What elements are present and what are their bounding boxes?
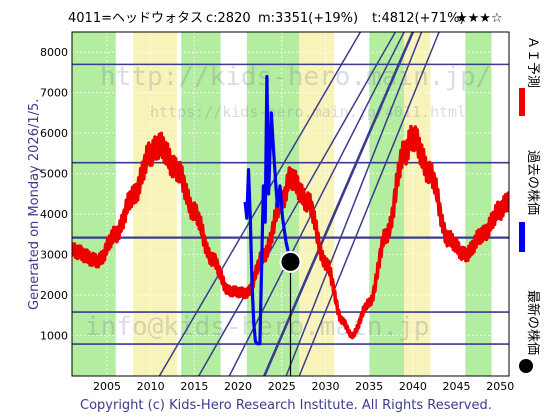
y-axis-ticks: 1000 2000 3000 4000 5000 6000 7000 8000 <box>40 46 68 342</box>
y-tick-label-4: 5000 <box>40 168 68 181</box>
y-tick-label-0: 1000 <box>40 330 68 343</box>
trend-line-2 <box>228 32 405 376</box>
legend-forecast-swatch <box>519 88 525 116</box>
band-green-0 <box>72 32 116 376</box>
x-tick-label-1: 2010 <box>137 380 165 393</box>
generated-date-label: Generated on Monday 2026/1/5. <box>27 99 42 310</box>
legend: ＡＩ予測 過去の株価 最新の株価 <box>519 36 541 373</box>
x-tick-label-4: 2025 <box>268 380 296 393</box>
y-tick-label-5: 6000 <box>40 127 68 140</box>
x-tick-label-6: 2035 <box>355 380 383 393</box>
trend-line-0 <box>158 32 362 376</box>
x-tick-label-8: 2045 <box>443 380 471 393</box>
y-tick-label-2: 3000 <box>40 249 68 262</box>
series-ai-forecast <box>72 124 509 340</box>
trend-line-5 <box>298 32 440 376</box>
y-tick-label-7: 8000 <box>40 46 68 59</box>
header-mid-target: m:3351(+19%) <box>258 11 358 26</box>
y-tick-label-3: 4000 <box>40 208 68 221</box>
latest-price-marker <box>279 250 302 273</box>
x-tick-label-2: 2015 <box>180 380 208 393</box>
x-tick-label-5: 2030 <box>311 380 339 393</box>
legend-past-swatch <box>519 222 525 252</box>
header-rating: ★★★☆ <box>456 11 503 26</box>
watermark-mail: info@kids-hero.main.jp <box>85 312 429 342</box>
header-ticker: 4011=ヘッドウォタス <box>68 11 203 26</box>
watermark-page: https://kids-hero.main.jp/4011.html <box>150 103 466 121</box>
series-group <box>72 74 509 346</box>
header-target: t:4812(+71%) <box>372 11 465 26</box>
cycle-bands <box>72 32 492 376</box>
x-tick-label-9: 2050 <box>486 380 514 393</box>
legend-forecast-label: ＡＩ予測 <box>525 36 540 88</box>
trend-lines <box>158 32 440 376</box>
copyright-notice: Copyright (c) Kids-Hero Research Institu… <box>80 398 492 413</box>
header-current-price: c:2820 <box>206 11 251 26</box>
plot-area: http://kids-hero.main.jp/ https://kids-h… <box>71 31 510 377</box>
band-green-7 <box>465 32 492 376</box>
band-yellow-6 <box>404 32 431 376</box>
x-tick-label-0: 2005 <box>93 380 121 393</box>
x-tick-label-3: 2020 <box>224 380 252 393</box>
y-tick-label-6: 7000 <box>40 87 68 100</box>
x-axis-ticks: 2005 2010 2015 2020 2025 2030 2035 2040 2045 2050 <box>93 380 514 393</box>
latest-price-marker-group <box>279 250 302 376</box>
series-past-price <box>243 74 293 346</box>
trend-line-3 <box>263 32 415 376</box>
trend-line-1 <box>198 32 397 376</box>
y-tick-label-1: 2000 <box>40 289 68 302</box>
legend-latest-marker <box>519 359 533 373</box>
plot-border <box>71 31 510 377</box>
watermark-site: http://kids-hero.main.jp/ <box>100 62 491 92</box>
legend-past-label: 過去の株価 <box>525 150 540 215</box>
trend-line-4 <box>285 32 423 376</box>
legend-latest-label: 最新の株価 <box>525 290 541 355</box>
x-tick-label-7: 2040 <box>399 380 427 393</box>
watermark: http://kids-hero.main.jp/ https://kids-h… <box>85 62 491 342</box>
band-yellow-1 <box>133 32 177 376</box>
